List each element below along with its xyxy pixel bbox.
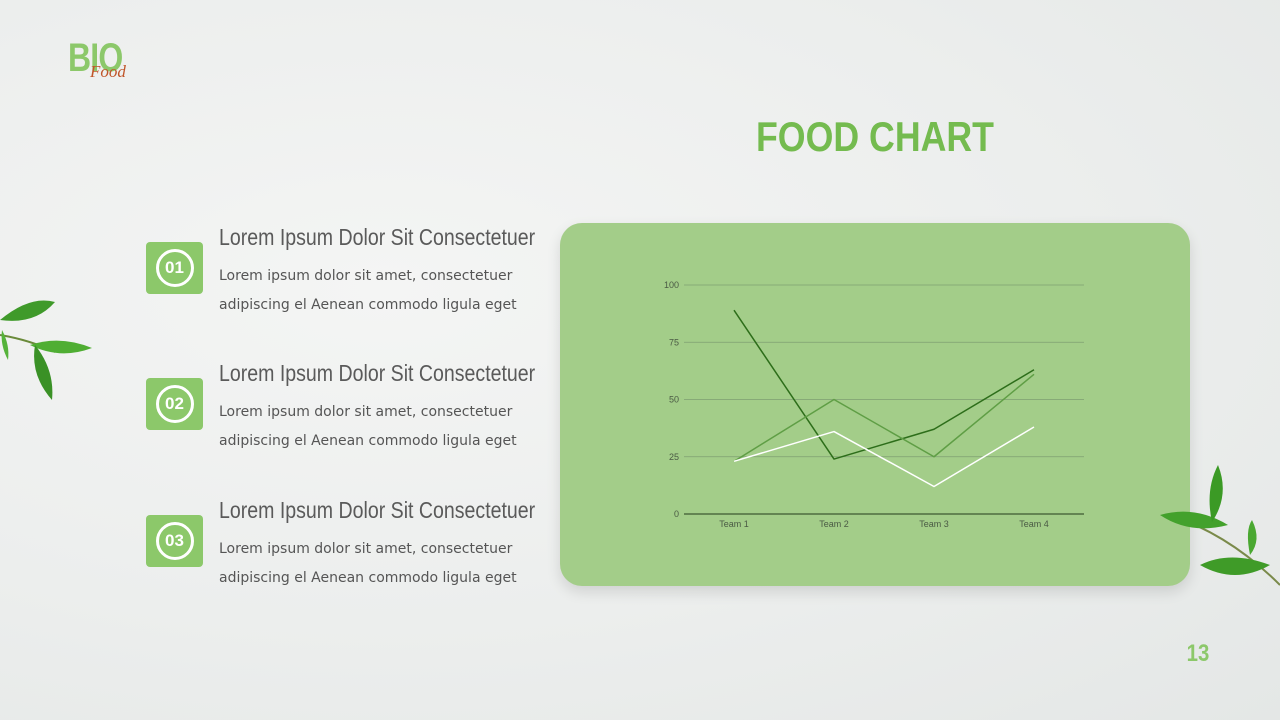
leaf-branch-icon — [1160, 465, 1280, 586]
item-body: Lorem ipsum dolor sit amet, consectetuer… — [219, 268, 517, 313]
badge-number: 02 — [155, 385, 194, 423]
page-title: FOOD CHART — [756, 113, 994, 160]
item-body: Lorem ipsum dolor sit amet, consectetuer… — [219, 541, 517, 586]
chart-card: 0 25 50 75 100 Team 1 Team 2 Team 3 Team 4 — [560, 223, 1190, 586]
x-tick-label: Team 2 — [819, 519, 849, 529]
y-tick-label: 75 — [669, 337, 679, 347]
series-line-3 — [733, 426, 1035, 488]
list-item: 02 Lorem Ipsum Dolor Sit Consectetuer Lo… — [146, 358, 535, 468]
item-body: Lorem ipsum dolor sit amet, consectetuer… — [219, 404, 517, 449]
number-badge: 01 — [146, 242, 203, 294]
x-tick-label: Team 3 — [919, 519, 949, 529]
logo-sub-text: Food — [90, 62, 126, 81]
item-heading: Lorem Ipsum Dolor Sit Consectetuer — [219, 224, 536, 250]
y-tick-label: 100 — [664, 280, 679, 290]
series-line-1 — [733, 309, 1035, 460]
line-chart: 0 25 50 75 100 Team 1 Team 2 Team 3 Team 4 — [664, 280, 1084, 529]
leaf-branch-icon — [0, 300, 92, 400]
badge-number: 03 — [155, 522, 194, 560]
number-badge: 03 — [146, 515, 203, 567]
list-item: 01 Lorem Ipsum Dolor Sit Consectetuer Lo… — [146, 222, 535, 332]
y-tick-label: 50 — [669, 395, 679, 405]
series-line-2 — [733, 373, 1035, 462]
x-tick-label: Team 1 — [719, 519, 749, 529]
x-tick-label: Team 4 — [1019, 519, 1049, 529]
item-heading: Lorem Ipsum Dolor Sit Consectetuer — [219, 360, 536, 386]
page-number: 13 — [1186, 640, 1210, 667]
item-heading: Lorem Ipsum Dolor Sit Consectetuer — [219, 497, 536, 523]
logo: BIO Food — [68, 38, 148, 88]
number-badge: 02 — [146, 378, 203, 430]
logo-main-text: BIO — [68, 36, 123, 80]
y-tick-label: 0 — [674, 509, 679, 519]
y-tick-label: 25 — [669, 452, 679, 462]
list-item: 03 Lorem Ipsum Dolor Sit Consectetuer Lo… — [146, 495, 535, 605]
badge-number: 01 — [155, 249, 194, 287]
